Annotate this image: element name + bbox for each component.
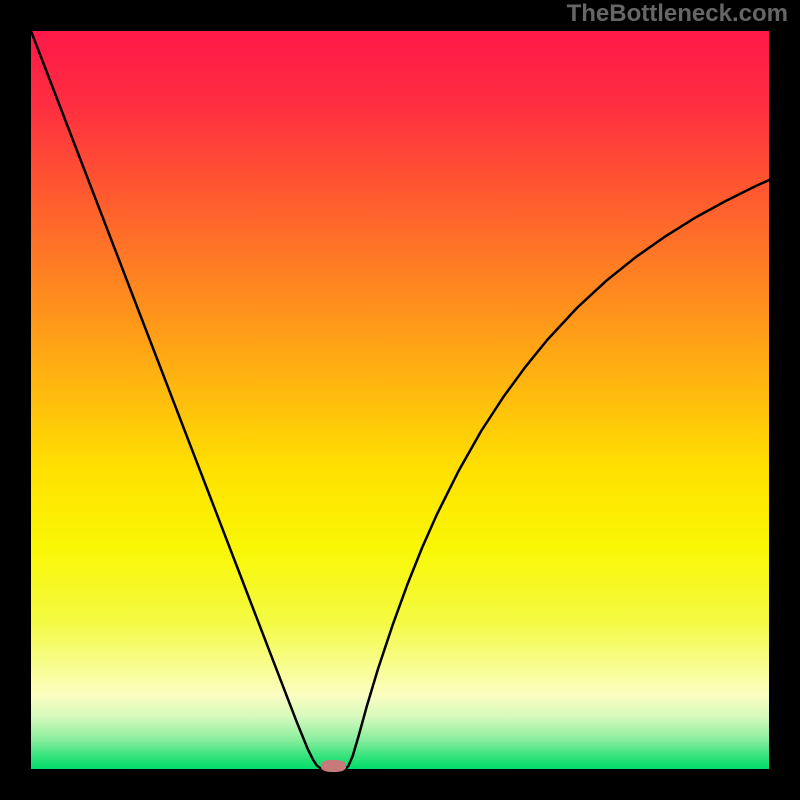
- plot-area: [31, 31, 769, 769]
- watermark-text: TheBottleneck.com: [567, 0, 788, 28]
- curve-path-left: [31, 31, 323, 769]
- minimum-marker: [321, 760, 346, 772]
- curve-path-right: [345, 180, 769, 769]
- chart-frame: TheBottleneck.com: [0, 0, 800, 800]
- curve-layer: [31, 31, 769, 769]
